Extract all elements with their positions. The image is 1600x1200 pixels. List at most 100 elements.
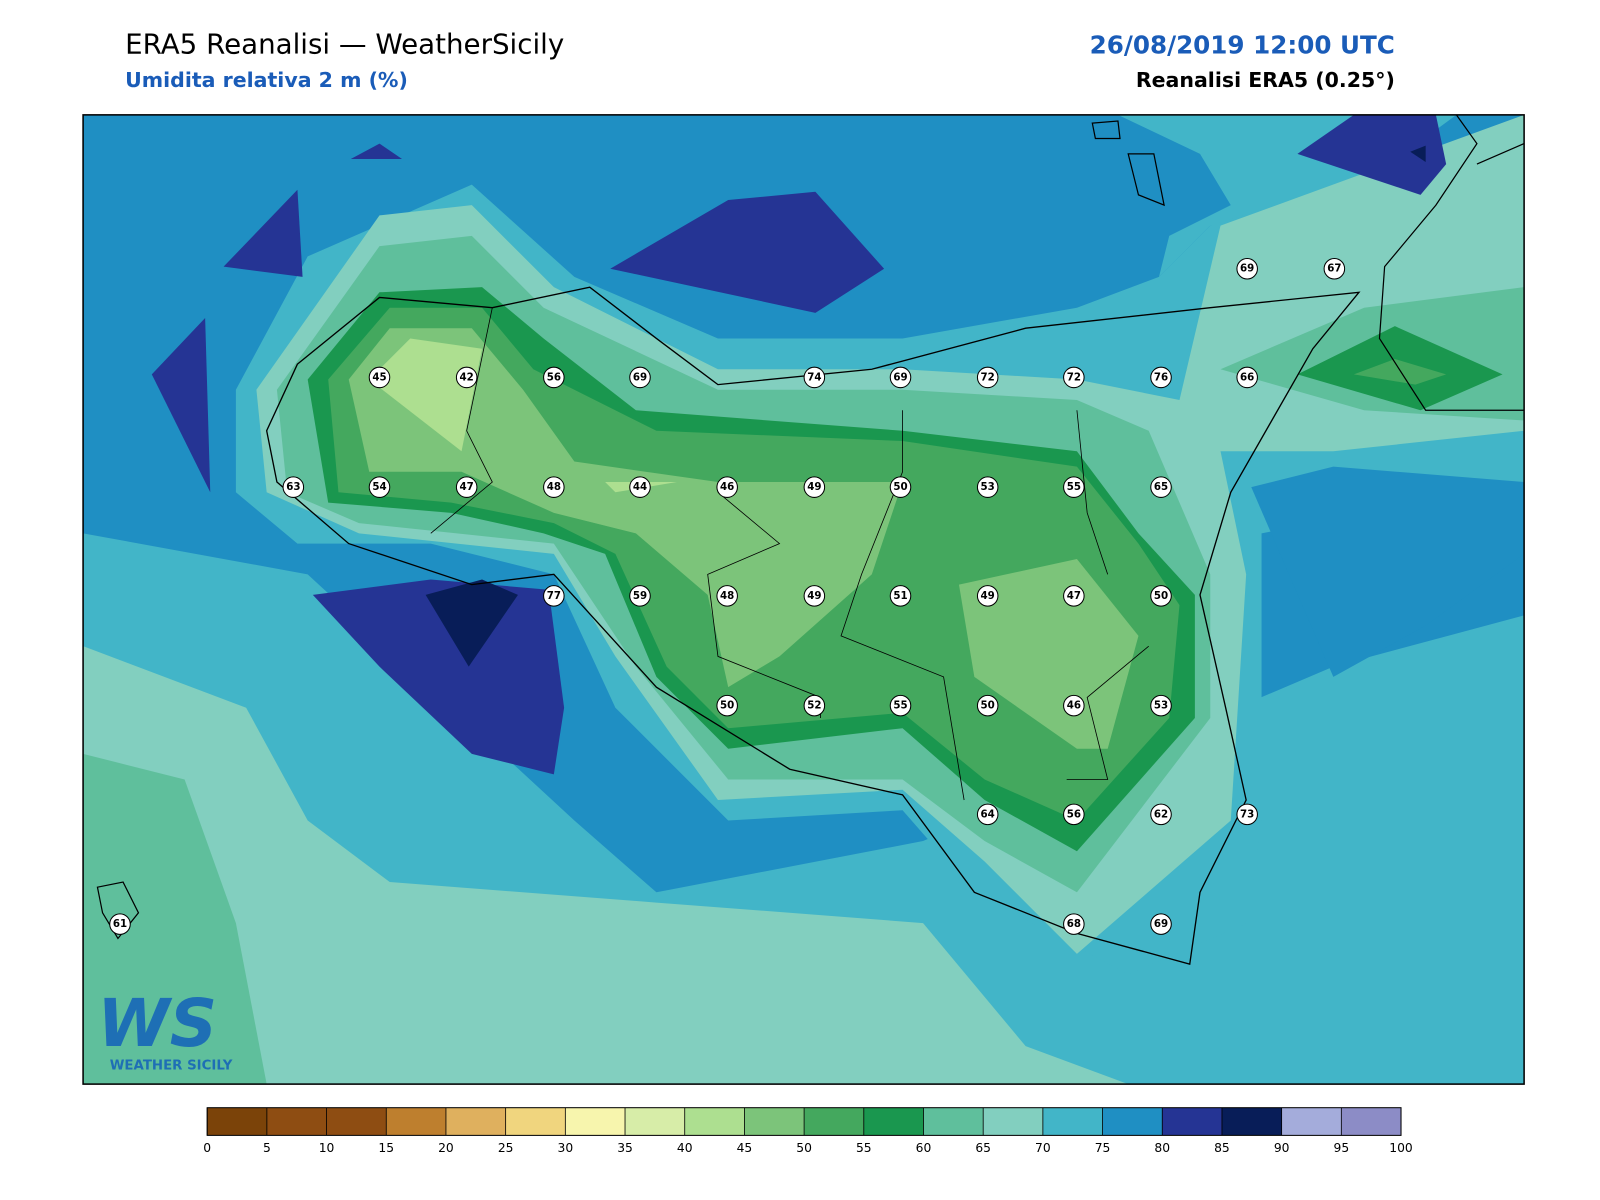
- station-value: 69: [893, 371, 907, 383]
- station-value: 51: [893, 590, 907, 602]
- station-marker: [1063, 913, 1085, 935]
- logo-name: WEATHER SICILY: [110, 1059, 233, 1074]
- station-value: 77: [547, 590, 561, 602]
- station-marker: [889, 694, 912, 717]
- station-marker: [1236, 366, 1258, 389]
- station-value: 72: [1067, 371, 1081, 383]
- colorbar-tick-label: 55: [856, 1141, 872, 1155]
- station-marker: [543, 366, 565, 389]
- colorbar-tick-label: 50: [796, 1141, 812, 1155]
- station-marker: [976, 694, 999, 717]
- station-marker: [803, 476, 826, 498]
- colorbar-bin: [505, 1107, 566, 1136]
- colorbar-tick-label: 100: [1389, 1141, 1412, 1155]
- station-marker: [1063, 694, 1085, 717]
- colorbar-tick-label: 85: [1214, 1141, 1230, 1155]
- station-marker: [282, 476, 305, 498]
- station-marker: [803, 366, 826, 389]
- colorbar-tick-label: 30: [558, 1141, 574, 1155]
- station-marker: [1063, 366, 1085, 389]
- station-marker: [1063, 803, 1085, 826]
- date: 26/08/2019 12:00 UTC: [1090, 30, 1395, 59]
- colorbar-tick-label: 15: [378, 1141, 394, 1155]
- station-marker: [976, 366, 999, 389]
- station-value: 63: [286, 481, 300, 493]
- station-value: 53: [981, 481, 995, 493]
- station-value: 52: [807, 700, 821, 712]
- logo-letters: WS: [97, 986, 217, 1062]
- station-value: 46: [1067, 700, 1081, 712]
- station-marker: [1150, 476, 1172, 498]
- colorbar-bin: [625, 1107, 685, 1136]
- station-value: 44: [633, 481, 647, 493]
- subtitle: Umidita relativa 2 m (%): [125, 68, 408, 92]
- map-frame: [82, 114, 1525, 1085]
- station-marker: [889, 585, 912, 607]
- station-value: 42: [460, 371, 474, 383]
- station-marker: [1063, 476, 1085, 498]
- colorbar-tick-label: 90: [1274, 1141, 1290, 1155]
- station-marker: [1150, 803, 1172, 826]
- station-marker: [629, 366, 651, 389]
- station-value: 49: [807, 590, 821, 602]
- station-value: 50: [720, 700, 734, 712]
- station-marker: [889, 366, 912, 389]
- colorbar-bin: [804, 1107, 864, 1136]
- station-marker: [455, 366, 478, 389]
- station-value: 59: [633, 590, 647, 602]
- station-value: 69: [633, 371, 647, 383]
- station-value: 61: [113, 918, 127, 930]
- station-marker: [803, 694, 826, 717]
- station-marker: [109, 913, 131, 935]
- station-marker: [543, 476, 565, 498]
- colorbar-tick-label: 70: [1035, 1141, 1051, 1155]
- colorbar-bin: [1162, 1107, 1222, 1136]
- colorbar-bin: [445, 1107, 506, 1136]
- colorbar-bin: [863, 1107, 924, 1136]
- station-value: 73: [1240, 808, 1254, 820]
- station-marker: [629, 585, 651, 607]
- station-value: 66: [1240, 371, 1254, 383]
- station-marker: [1150, 913, 1172, 935]
- colorbar-bin: [744, 1107, 805, 1136]
- station-marker: [716, 694, 738, 717]
- station-value: 64: [981, 808, 995, 820]
- colorbar-bin: [565, 1107, 626, 1136]
- station-marker: [629, 476, 651, 498]
- station-marker: [976, 803, 999, 826]
- colorbar-bin: [386, 1107, 446, 1136]
- colorbar: 0 5 10 15 20 25 30 35 40 45 50 55 60 65 70 75 80 85 90 95 10…: [203, 1107, 1413, 1155]
- colorbar-bin: [983, 1107, 1043, 1136]
- colorbar-bin: [923, 1107, 984, 1136]
- station-marker: [803, 585, 826, 607]
- colorbar-tick-label: 10: [319, 1141, 335, 1155]
- station-marker: [1150, 366, 1172, 389]
- station-marker: [1236, 257, 1258, 280]
- station-value: 56: [547, 371, 561, 383]
- colorbar-bin: [207, 1107, 267, 1136]
- colorbar-tick-label: 25: [498, 1141, 514, 1155]
- station-value: 69: [1154, 918, 1168, 930]
- station-value: 69: [1240, 263, 1254, 275]
- colorbar-bin: [1281, 1107, 1342, 1136]
- station-marker: [543, 585, 565, 607]
- colorbar-bin: [1102, 1107, 1163, 1136]
- station-marker: [1323, 257, 1346, 280]
- map: [83, 114, 1525, 1085]
- station-value: 50: [1154, 590, 1168, 602]
- colorbar-tick-label: 75: [1095, 1141, 1111, 1155]
- station-value: 55: [1067, 481, 1081, 493]
- station-value: 65: [1154, 481, 1168, 493]
- colorbar-bin: [1042, 1107, 1103, 1136]
- colorbar-tick-label: 80: [1154, 1141, 1170, 1155]
- station-value: 74: [807, 371, 821, 383]
- station-marker: [889, 476, 912, 498]
- colorbar-bin: [266, 1107, 327, 1136]
- station-value: 47: [460, 481, 474, 493]
- station-marker: [1236, 803, 1258, 826]
- station-marker: [976, 476, 999, 498]
- colorbar-tick-label: 95: [1334, 1141, 1350, 1155]
- colorbar-tick-label: 40: [677, 1141, 693, 1155]
- colorbar-bin: [1341, 1107, 1402, 1136]
